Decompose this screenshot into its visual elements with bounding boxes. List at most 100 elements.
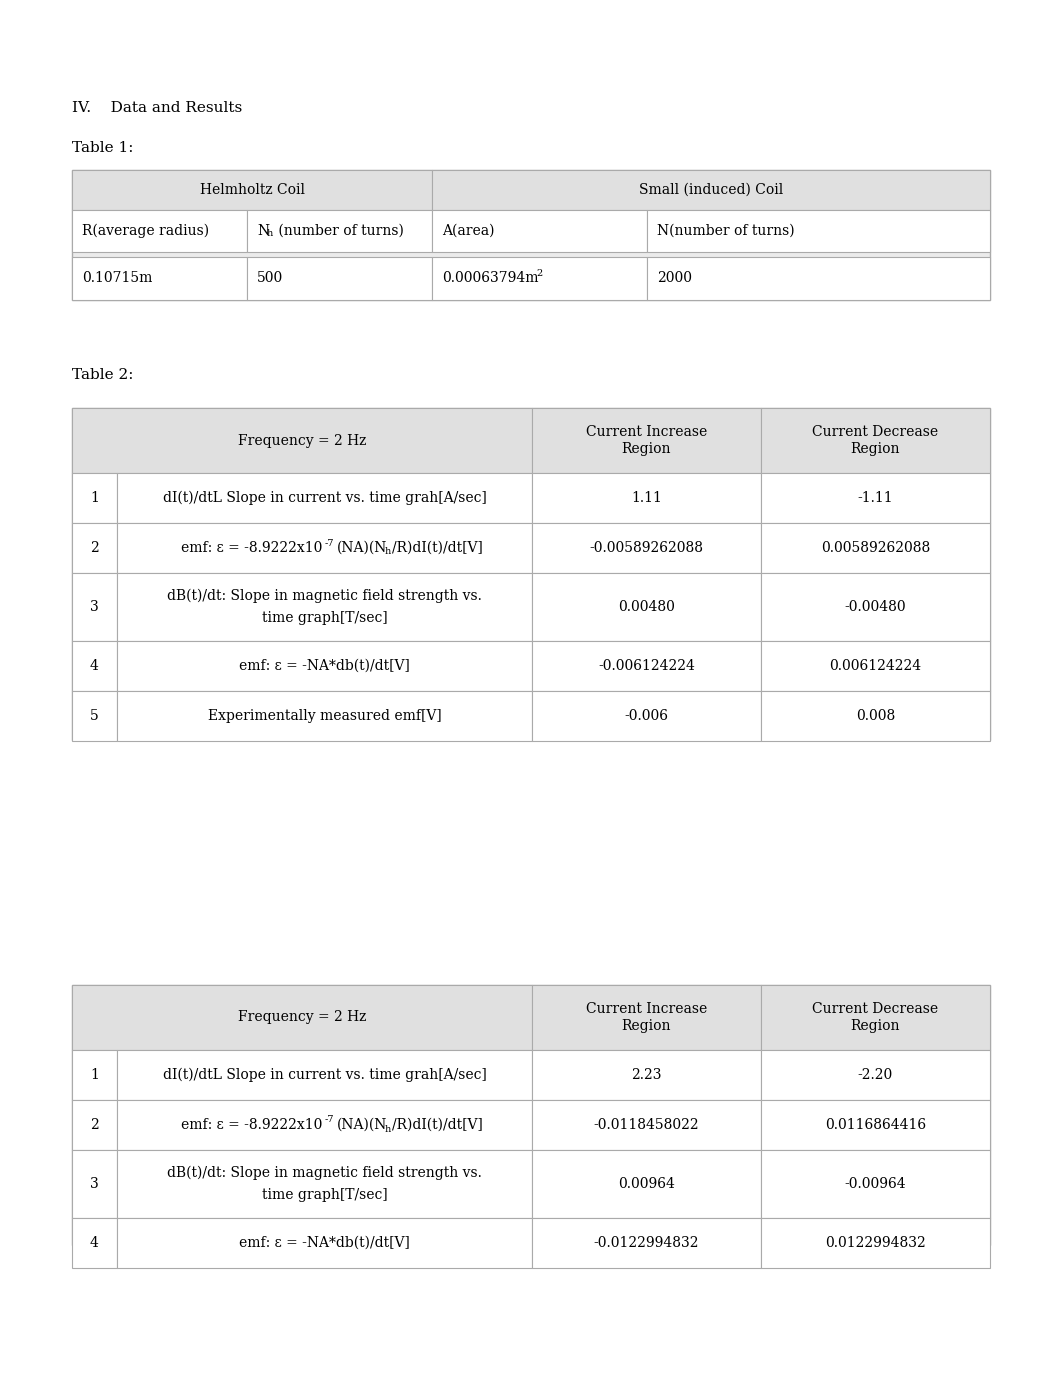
Bar bbox=[532, 408, 761, 474]
Text: IV.    Data and Results: IV. Data and Results bbox=[72, 101, 242, 116]
Bar bbox=[532, 642, 761, 691]
Bar bbox=[72, 1150, 117, 1219]
Bar bbox=[432, 257, 647, 300]
Bar bbox=[117, 523, 532, 573]
Text: 0.00589262088: 0.00589262088 bbox=[821, 541, 930, 555]
Text: h: h bbox=[384, 1125, 391, 1133]
Text: 2: 2 bbox=[536, 269, 543, 278]
Text: emf: ε = -NA*db(t)/dt[V]: emf: ε = -NA*db(t)/dt[V] bbox=[239, 660, 410, 673]
Bar bbox=[72, 523, 117, 573]
Text: dB(t)/dt: Slope in magnetic field strength vs.: dB(t)/dt: Slope in magnetic field streng… bbox=[167, 589, 482, 603]
Bar bbox=[72, 408, 990, 739]
Bar bbox=[761, 1219, 990, 1268]
Text: -7: -7 bbox=[325, 538, 335, 548]
Text: dI(t)/dtL Slope in current vs. time grah[A/sec]: dI(t)/dtL Slope in current vs. time grah… bbox=[162, 490, 486, 505]
Text: h: h bbox=[267, 230, 273, 238]
Text: Current Decrease
Region: Current Decrease Region bbox=[812, 1002, 939, 1033]
Bar bbox=[532, 523, 761, 573]
Bar bbox=[761, 691, 990, 741]
Text: (NA)(N: (NA)(N bbox=[337, 541, 387, 555]
Bar bbox=[72, 573, 117, 642]
Text: 0.00964: 0.00964 bbox=[618, 1177, 675, 1191]
Text: -0.00589262088: -0.00589262088 bbox=[589, 541, 703, 555]
Text: -2.20: -2.20 bbox=[858, 1069, 893, 1082]
Bar bbox=[761, 642, 990, 691]
Text: N(number of turns): N(number of turns) bbox=[657, 224, 794, 238]
Text: R(average radius): R(average radius) bbox=[82, 224, 209, 238]
Bar bbox=[761, 1150, 990, 1219]
Text: dI(t)/dtL Slope in current vs. time grah[A/sec]: dI(t)/dtL Slope in current vs. time grah… bbox=[162, 1067, 486, 1082]
Text: /R)dI(t)/dt[V]: /R)dI(t)/dt[V] bbox=[392, 541, 482, 555]
Text: 500: 500 bbox=[257, 271, 284, 285]
Bar bbox=[72, 1219, 117, 1268]
Bar bbox=[117, 1051, 532, 1100]
Text: /R)dI(t)/dt[V]: /R)dI(t)/dt[V] bbox=[392, 1118, 482, 1132]
Text: -7: -7 bbox=[325, 1115, 335, 1125]
Text: N: N bbox=[257, 224, 269, 238]
Bar bbox=[532, 1150, 761, 1219]
Text: Small (induced) Coil: Small (induced) Coil bbox=[639, 183, 783, 197]
Bar bbox=[532, 573, 761, 642]
Bar bbox=[117, 642, 532, 691]
Text: time graph[T/sec]: time graph[T/sec] bbox=[261, 1188, 388, 1202]
Text: (NA)(N: (NA)(N bbox=[337, 1118, 387, 1132]
Text: -0.0122994832: -0.0122994832 bbox=[594, 1237, 699, 1250]
Bar bbox=[117, 474, 532, 523]
Text: Current Increase
Region: Current Increase Region bbox=[586, 425, 707, 456]
Text: 1: 1 bbox=[90, 492, 99, 505]
Bar bbox=[72, 1100, 117, 1150]
Bar bbox=[532, 985, 761, 1051]
Bar bbox=[247, 257, 432, 300]
Text: -0.00964: -0.00964 bbox=[844, 1177, 906, 1191]
Bar bbox=[72, 642, 117, 691]
Text: emf: ε = -8.9222x10: emf: ε = -8.9222x10 bbox=[182, 1118, 323, 1132]
Text: Table 1:: Table 1: bbox=[72, 140, 134, 156]
Text: Current Increase
Region: Current Increase Region bbox=[586, 1002, 707, 1033]
Text: 1.11: 1.11 bbox=[631, 492, 662, 505]
Text: -0.0118458022: -0.0118458022 bbox=[594, 1118, 699, 1132]
Text: 1: 1 bbox=[90, 1069, 99, 1082]
Text: Experimentally measured emf[V]: Experimentally measured emf[V] bbox=[208, 709, 442, 723]
Text: 4: 4 bbox=[90, 1237, 99, 1250]
Bar bbox=[117, 1100, 532, 1150]
Bar bbox=[72, 474, 117, 523]
Text: Frequency = 2 Hz: Frequency = 2 Hz bbox=[238, 1011, 366, 1024]
Bar bbox=[532, 1219, 761, 1268]
Bar bbox=[72, 985, 532, 1051]
Bar bbox=[117, 1150, 532, 1219]
Text: 5: 5 bbox=[90, 709, 99, 723]
Bar bbox=[761, 1051, 990, 1100]
Text: 0.006124224: 0.006124224 bbox=[829, 660, 922, 673]
Bar bbox=[72, 1051, 117, 1100]
Bar bbox=[761, 573, 990, 642]
Bar bbox=[761, 474, 990, 523]
Text: Current Decrease
Region: Current Decrease Region bbox=[812, 425, 939, 456]
Bar bbox=[532, 474, 761, 523]
Text: 0.00480: 0.00480 bbox=[618, 600, 675, 614]
Bar bbox=[432, 211, 647, 252]
Bar bbox=[247, 211, 432, 252]
Text: time graph[T/sec]: time graph[T/sec] bbox=[261, 611, 388, 625]
Text: 0.008: 0.008 bbox=[856, 709, 895, 723]
Bar bbox=[532, 691, 761, 741]
Text: 2000: 2000 bbox=[657, 271, 692, 285]
Bar bbox=[72, 691, 117, 741]
Text: 2: 2 bbox=[90, 1118, 99, 1132]
Text: -0.00480: -0.00480 bbox=[844, 600, 906, 614]
Text: 0.0122994832: 0.0122994832 bbox=[825, 1237, 926, 1250]
Bar bbox=[117, 1219, 532, 1268]
Text: 0.10715m: 0.10715m bbox=[82, 271, 152, 285]
Text: -0.006: -0.006 bbox=[624, 709, 668, 723]
Bar bbox=[72, 408, 532, 474]
Text: 3: 3 bbox=[90, 1177, 99, 1191]
Bar bbox=[72, 985, 990, 1245]
Text: 0.00063794m: 0.00063794m bbox=[442, 271, 538, 285]
Bar bbox=[117, 573, 532, 642]
Text: -0.006124224: -0.006124224 bbox=[598, 660, 695, 673]
Text: Table 2:: Table 2: bbox=[72, 368, 134, 381]
Text: 2: 2 bbox=[90, 541, 99, 555]
Bar bbox=[761, 1100, 990, 1150]
Bar bbox=[117, 691, 532, 741]
Text: 0.0116864416: 0.0116864416 bbox=[825, 1118, 926, 1132]
Bar bbox=[72, 169, 432, 211]
